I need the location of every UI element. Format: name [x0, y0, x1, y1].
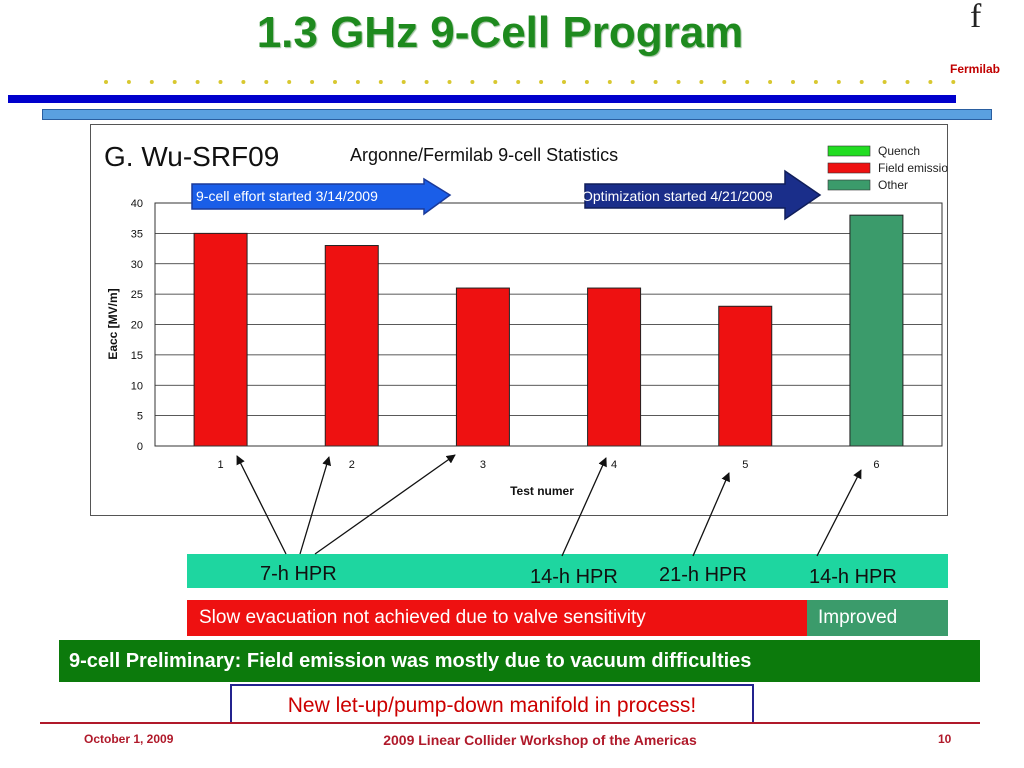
divider-dot: [607, 80, 612, 84]
divider-dot: [195, 80, 200, 84]
bar-test-2: [324, 245, 379, 447]
divider-dot: [745, 80, 750, 84]
divider-dot: [310, 80, 315, 84]
divider-dot: [584, 80, 589, 84]
divider-dot: [813, 80, 818, 84]
hpr-14h-label-a: 14-h HPR: [530, 566, 618, 588]
preliminary-conclusion: 9-cell Preliminary: Field emission was m…: [59, 640, 980, 682]
y-tick-label: 25: [131, 289, 143, 301]
y-ticks: 0 5 10 15 20 25 30 35 40: [131, 198, 143, 453]
slow-evacuation-note: Slow evacuation not achieved due to valv…: [187, 600, 807, 636]
bar-test-3: [455, 287, 510, 447]
effort-start-label: 9-cell effort started 3/14/2009: [196, 188, 378, 204]
x-tick-label: 2: [349, 459, 355, 471]
x-tick-label: 3: [480, 459, 486, 471]
x-tick-label: 1: [218, 459, 224, 471]
optimization-start-label: Optimization started 4/21/2009: [582, 188, 773, 204]
divider-dot: [287, 80, 292, 84]
divider-dot: [539, 80, 544, 84]
divider-dot: [516, 80, 521, 84]
legend-label-other: Other: [878, 178, 908, 192]
divider-dot: [149, 80, 154, 84]
legend-swatch-other: [827, 179, 871, 191]
divider-dot: [424, 80, 429, 84]
legend-label-field-emission: Field emission: [878, 161, 948, 175]
divider-dot: [493, 80, 498, 84]
divider-dot: [859, 80, 864, 84]
header-bar: [42, 109, 992, 120]
hpr-14h-label-b: 14-h HPR: [809, 566, 897, 588]
divider-dot: [355, 80, 360, 84]
dotted-divider: [104, 80, 956, 84]
x-tick-label: 6: [873, 459, 879, 471]
bar-test-1: [193, 232, 248, 447]
divider-dot: [768, 80, 773, 84]
x-tick-label: 5: [742, 459, 748, 471]
optimization-start-arrow: Optimization started 4/21/2009: [582, 169, 822, 221]
divider-dot: [882, 80, 887, 84]
y-tick-label: 15: [131, 350, 143, 362]
page-number: 10: [938, 732, 952, 746]
divider-dot: [126, 80, 131, 84]
divider-dot: [630, 80, 635, 84]
x-ticks: 1 2 3 4 5 6: [218, 459, 880, 471]
divider-dot: [378, 80, 383, 84]
hpr-band: [187, 554, 948, 588]
fermilab-logo-icon: f: [970, 0, 982, 35]
bar-chart: G. Wu-SRF09 Argonne/Fermilab 9-cell Stat…: [104, 141, 948, 498]
divider-dot: [653, 80, 658, 84]
chart-title: Argonne/Fermilab 9-cell Statistics: [350, 145, 618, 165]
manifold-note: New let-up/pump-down manifold in process…: [230, 684, 754, 724]
divider-dot: [928, 80, 933, 84]
divider-dot: [791, 80, 795, 84]
y-tick-label: 20: [131, 320, 143, 332]
y-tick-label: 35: [131, 228, 143, 240]
y-axis-label: Eacc [MV/m]: [106, 288, 120, 359]
y-tick-label: 40: [131, 198, 143, 210]
legend-swatch-quench: [827, 145, 871, 157]
divider-dot: [699, 80, 704, 84]
footer-date: October 1, 2009: [84, 732, 174, 746]
hpr-21h-label: 21-h HPR: [659, 564, 747, 586]
slide-title: 1.3 GHz 9-Cell Program: [256, 8, 744, 57]
effort-start-arrow: 9-cell effort started 3/14/2009: [191, 177, 452, 216]
divider-dot: [836, 80, 841, 84]
bars: [193, 214, 904, 447]
divider-dot: [333, 80, 337, 84]
grid-lines: [155, 202, 942, 447]
divider-dot: [722, 80, 727, 84]
author-label: G. Wu-SRF09: [104, 141, 279, 172]
divider-dot: [104, 80, 108, 84]
legend: Quench Field emission Other: [827, 144, 948, 192]
divider-dot: [172, 80, 177, 84]
divider-dot: [264, 80, 269, 84]
bar-test-5: [718, 305, 773, 447]
y-tick-label: 0: [137, 441, 143, 453]
divider-dot: [470, 80, 475, 84]
footer-rule: [40, 722, 980, 724]
legend-label-quench: Quench: [878, 144, 920, 158]
bar-test-6: [849, 214, 904, 447]
y-tick-label: 10: [131, 380, 143, 392]
x-axis-label: Test numer: [510, 484, 574, 498]
footer-workshop: 2009 Linear Collider Workshop of the Ame…: [383, 732, 697, 748]
divider-dot: [241, 80, 246, 84]
legend-swatch-field-emission: [827, 162, 871, 174]
divider-dot: [401, 80, 406, 84]
improved-note: Improved: [807, 600, 948, 636]
hpr-7h-label: 7-h HPR: [260, 563, 337, 585]
plot-area: [154, 202, 943, 447]
y-tick-label: 5: [137, 411, 143, 423]
bar-test-4: [587, 287, 642, 447]
divider-dot: [951, 80, 956, 84]
divider-dot: [447, 80, 452, 84]
divider-dot: [218, 80, 223, 84]
x-tick-label: 4: [611, 459, 617, 471]
divider-dot: [905, 80, 910, 84]
y-tick-label: 30: [131, 259, 143, 271]
divider-dot: [676, 80, 681, 84]
divider-dot: [562, 80, 566, 84]
logo-label: Fermilab: [950, 62, 1001, 76]
title-rule: [8, 95, 956, 103]
